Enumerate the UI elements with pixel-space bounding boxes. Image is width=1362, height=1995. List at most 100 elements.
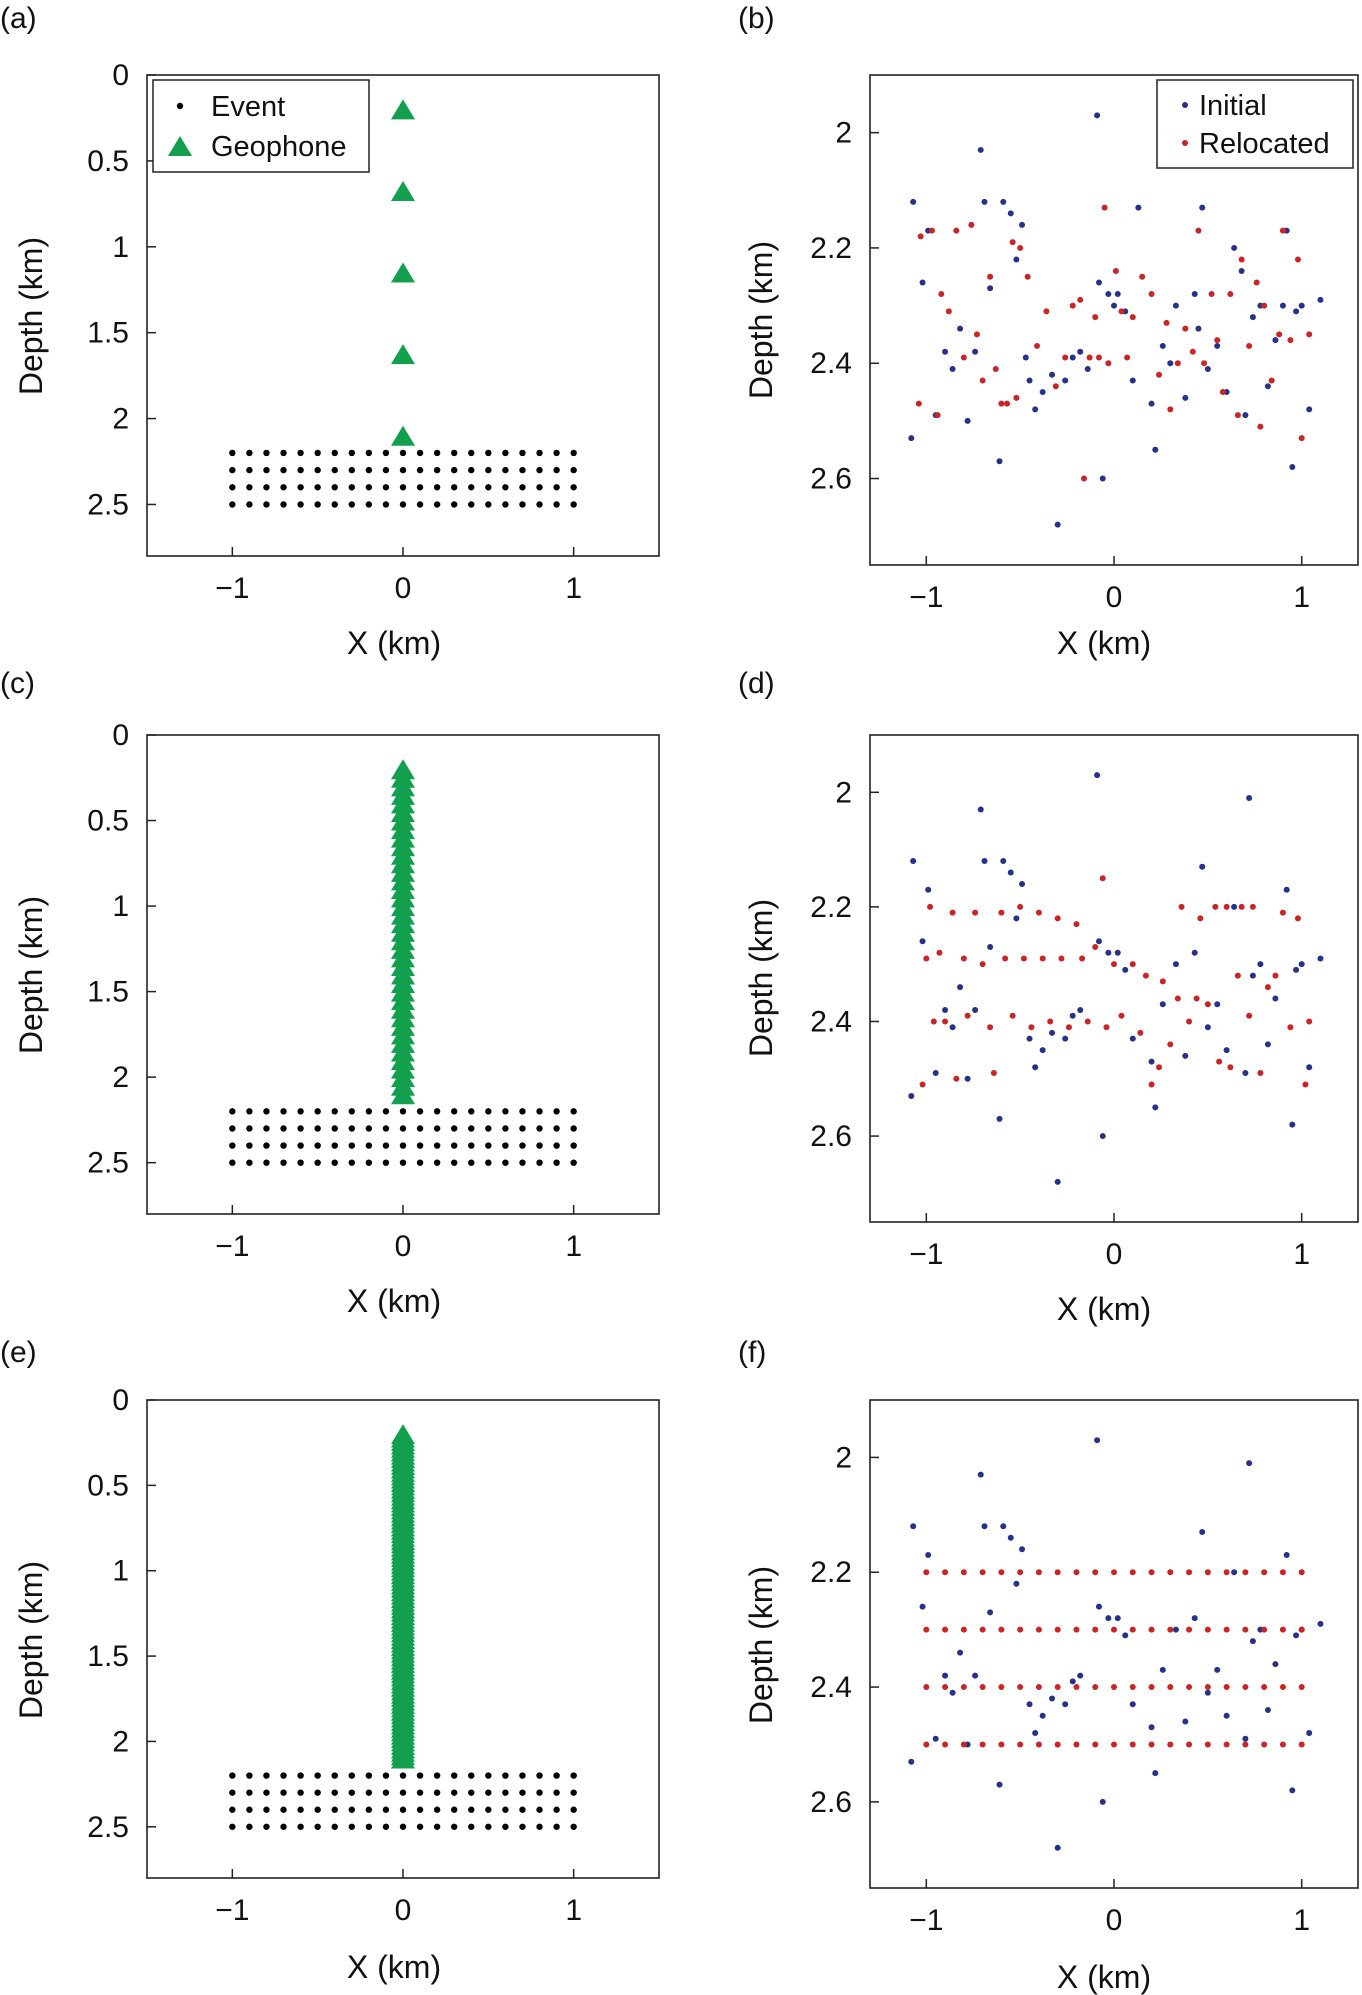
- event-point: [536, 1823, 543, 1830]
- event-point: [382, 1108, 390, 1115]
- event-point: [348, 1806, 355, 1813]
- event-point: [348, 1772, 355, 1779]
- relocated-point: [1156, 371, 1163, 378]
- event-point: [485, 501, 492, 508]
- initial-point: [1099, 1798, 1106, 1805]
- relocated-point: [1234, 972, 1241, 979]
- relocated-point: [1092, 1684, 1099, 1691]
- initial-point: [1129, 377, 1136, 384]
- initial-point: [1159, 1666, 1166, 1673]
- event-point: [314, 1789, 321, 1796]
- event-point: [246, 501, 253, 508]
- initial-point: [957, 325, 964, 332]
- relocated-point: [1234, 412, 1241, 419]
- relocated-point: [1148, 1626, 1155, 1633]
- initial-point: [1039, 1712, 1046, 1719]
- geophone-marker: [391, 99, 415, 120]
- event-point: [485, 484, 492, 491]
- event-point: [331, 1125, 338, 1132]
- event-point: [519, 1823, 526, 1830]
- event-point: [314, 1108, 321, 1115]
- initial-point: [1172, 1626, 1179, 1633]
- y-tick-label: 2.5: [87, 488, 129, 521]
- event-point: [263, 1789, 270, 1796]
- initial-point: [1114, 949, 1121, 956]
- initial-point: [1249, 314, 1256, 321]
- relocated-point: [1111, 1626, 1117, 1633]
- event-point: [570, 501, 577, 508]
- initial-point: [1032, 1729, 1039, 1736]
- relocated-point: [1306, 1018, 1313, 1025]
- x-tick-label: 0: [395, 1230, 412, 1263]
- relocated-point: [960, 354, 967, 361]
- relocated-point: [942, 1569, 949, 1576]
- event-point: [331, 1108, 338, 1115]
- event-point: [382, 1142, 390, 1149]
- event-point: [553, 501, 560, 508]
- event-point: [536, 1772, 543, 1779]
- initial-point: [932, 1735, 939, 1742]
- event-point: [297, 466, 304, 474]
- relocated-point: [1024, 273, 1031, 280]
- event-point: [382, 1772, 390, 1779]
- initial-point: [1223, 1047, 1230, 1054]
- event-point: [365, 1108, 373, 1115]
- relocated-point: [1246, 342, 1253, 349]
- relocated-point: [1257, 423, 1264, 430]
- event-point: [399, 1142, 407, 1149]
- event-point: [553, 449, 560, 457]
- relocated-point: [1268, 377, 1275, 384]
- relocated-point: [1253, 279, 1260, 286]
- event-point: [348, 1108, 355, 1115]
- relocated-point: [1279, 1626, 1286, 1633]
- event-point: [229, 466, 236, 474]
- relocated-point: [1054, 1684, 1061, 1691]
- geophone-marker: [391, 1084, 415, 1105]
- initial-point: [996, 1781, 1003, 1788]
- event-point: [451, 1142, 458, 1149]
- initial-point: [1013, 915, 1020, 922]
- initial-point: [996, 1115, 1003, 1122]
- event-point: [382, 501, 390, 508]
- initial-point: [1249, 972, 1256, 979]
- legend-geophone-label: Geophone: [211, 131, 346, 163]
- event-point: [229, 1772, 236, 1779]
- relocated-point: [1073, 921, 1080, 928]
- event-point: [331, 449, 338, 457]
- initial-point: [1246, 1460, 1253, 1467]
- relocated-point: [927, 903, 934, 910]
- y-axis-label: Depth (km): [13, 896, 49, 1054]
- event-point: [519, 1142, 526, 1149]
- initial-point: [1191, 949, 1198, 956]
- initial-point: [1172, 961, 1179, 968]
- initial-point: [1298, 302, 1305, 309]
- y-tick-label: 2.5: [87, 1147, 129, 1180]
- initial-point: [1242, 1735, 1249, 1742]
- initial-point: [942, 348, 949, 355]
- relocated-point: [1287, 1024, 1294, 1031]
- relocated-point: [928, 227, 935, 234]
- relocated-point: [1047, 1018, 1054, 1025]
- relocated-point: [1129, 1741, 1136, 1748]
- event-point: [331, 1823, 338, 1830]
- relocated-point: [1167, 1741, 1174, 1748]
- event-point: [280, 1789, 287, 1796]
- event-point: [399, 484, 407, 491]
- event-point: [348, 1142, 355, 1149]
- event-point: [314, 1142, 321, 1149]
- y-tick-label: 2.4: [810, 347, 852, 380]
- initial-point: [919, 279, 926, 286]
- initial-point: [1152, 1104, 1159, 1111]
- initial-point: [1283, 1552, 1290, 1559]
- relocated-point: [1212, 903, 1219, 910]
- initial-point: [1129, 1701, 1136, 1708]
- relocated-point: [1264, 984, 1271, 991]
- initial-point: [972, 1007, 979, 1014]
- panel-b: (b) −1 0 1 2 2.2 2.4 2.6 X (km) Depth (km) Initial…: [738, 2, 1359, 661]
- event-point: [331, 1789, 338, 1796]
- initial-point: [925, 886, 932, 893]
- relocated-point: [1223, 1741, 1230, 1748]
- event-point: [246, 1125, 253, 1132]
- relocated-point: [1279, 909, 1286, 916]
- event-point: [570, 1789, 577, 1796]
